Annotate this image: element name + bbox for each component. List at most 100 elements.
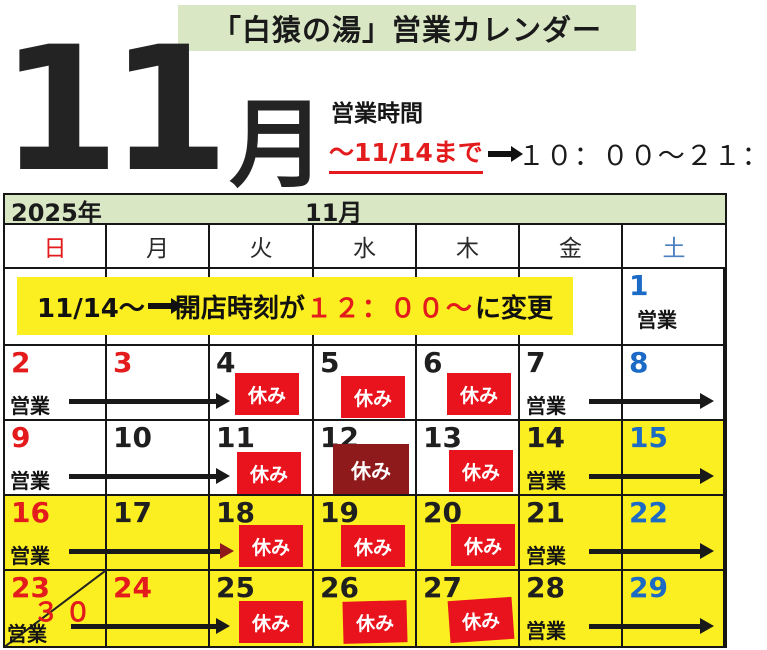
date-number: 7 bbox=[526, 346, 546, 379]
open-label: 営業 bbox=[526, 394, 566, 418]
day-cell-2: 2 bbox=[5, 346, 107, 419]
date-number: 22 bbox=[629, 496, 668, 529]
open-label: 営業 bbox=[526, 544, 566, 568]
business-hours-heading: 営業時間 bbox=[331, 101, 423, 127]
open-range-arrow bbox=[589, 543, 714, 559]
closed-badge: 休み bbox=[342, 600, 408, 644]
day-cell-22: 22 bbox=[623, 496, 725, 569]
date-number: 20 bbox=[423, 496, 462, 529]
notice-body: 開店時刻が bbox=[174, 293, 305, 324]
date-number: 4 bbox=[216, 346, 236, 379]
closed-badge: 休み bbox=[341, 376, 405, 418]
closed-badge: 休み bbox=[447, 596, 515, 644]
day-cell-9: 9 bbox=[5, 421, 107, 494]
week-row-4: 16 17 18 19 20 21 22 営業 休み 休み bbox=[5, 496, 725, 571]
day-cell-16: 16 bbox=[5, 496, 107, 569]
calendar-header: 2025年 11月 bbox=[5, 195, 725, 227]
hours-time: １０：００〜２１：００ bbox=[517, 141, 767, 172]
open-label: 営業 bbox=[10, 544, 50, 568]
day-cell-21: 21 bbox=[520, 496, 623, 569]
right-arrow-icon bbox=[487, 145, 523, 162]
date-number: 18 bbox=[216, 496, 255, 529]
day-cell-28: 28 bbox=[520, 571, 623, 646]
closed-badge: 休み bbox=[333, 444, 409, 494]
date-number: 21 bbox=[526, 496, 565, 529]
day-cell-7: 7 bbox=[520, 346, 623, 419]
date-number: 19 bbox=[320, 496, 359, 529]
open-label: 営業 bbox=[10, 469, 50, 493]
hours-period: 〜11/14まで bbox=[329, 133, 483, 174]
open-range-arrow bbox=[589, 393, 714, 409]
date-number: 16 bbox=[11, 496, 50, 529]
day-cell-1: 1 営業 bbox=[623, 269, 725, 344]
notice-suffix: に変更 bbox=[474, 293, 553, 324]
date-number: 11 bbox=[216, 421, 255, 454]
date-number: 8 bbox=[629, 346, 649, 379]
day-cell-14: 14 bbox=[520, 421, 623, 494]
open-label: 営業 bbox=[637, 308, 677, 333]
weekday-sun: 日 bbox=[5, 225, 107, 267]
weekday-row: 日 月 火 水 木 金 土 bbox=[5, 225, 725, 269]
closed-badge: 休み bbox=[449, 450, 513, 492]
week-row-2: 2 3 4 5 6 7 8 営業 休み 休み 休み bbox=[5, 346, 725, 421]
notice-prefix: 11/14〜 bbox=[37, 293, 145, 324]
week-row-1: 1 営業 11/14〜 開店時刻が １２：００〜 に変更 bbox=[5, 269, 725, 346]
date-number: 14 bbox=[526, 421, 565, 454]
open-range-arrow bbox=[69, 468, 230, 484]
calendar-year: 2025年 bbox=[11, 199, 102, 227]
big-month-unit: 月 bbox=[229, 89, 326, 202]
closed-badge: 休み bbox=[341, 525, 405, 567]
date-number: 29 bbox=[629, 571, 668, 604]
weekday-sat: 土 bbox=[662, 236, 686, 262]
big-month: 11 月 bbox=[0, 9, 326, 210]
open-range-arrow bbox=[589, 618, 714, 634]
date-number: 13 bbox=[423, 421, 462, 454]
big-month-number: 11 bbox=[0, 9, 229, 210]
business-hours-line: 〜11/14まで １０：００〜２１：００ bbox=[329, 133, 767, 174]
calendar-table: 2025年 11月 日 月 火 水 木 金 土 1 営業 11/14〜 開店時 bbox=[3, 193, 727, 648]
date-number: 10 bbox=[113, 421, 152, 454]
date-number: 25 bbox=[216, 571, 255, 604]
date-number: 24 bbox=[113, 571, 152, 604]
day-cell-29: 29 bbox=[623, 571, 725, 646]
week-row-3: 9 10 11 12 13 14 15 営業 休み 休み 休 bbox=[5, 421, 725, 496]
right-arrow-icon bbox=[147, 298, 183, 314]
open-label: 営業 bbox=[526, 619, 566, 643]
closed-badge: 休み bbox=[239, 525, 303, 567]
open-range-arrow bbox=[589, 468, 714, 484]
open-range-arrow bbox=[69, 543, 234, 559]
open-range-arrow bbox=[69, 393, 230, 409]
calendar-month: 11月 bbox=[305, 199, 363, 227]
open-label: 営業 bbox=[10, 394, 50, 418]
day-cell-24: 24 bbox=[107, 571, 210, 646]
week-row-5: 23 ３０ 24 25 26 27 28 29 営業 bbox=[4, 568, 725, 648]
day-cell-23-30: 23 ３０ bbox=[4, 568, 108, 648]
page-title: 「白猿の湯」営業カレンダー bbox=[178, 5, 636, 51]
date-number: 9 bbox=[11, 421, 31, 454]
closed-badge: 休み bbox=[237, 452, 301, 494]
date-number: 28 bbox=[526, 571, 565, 604]
date-number: 27 bbox=[423, 571, 462, 604]
weekday-mon: 月 bbox=[107, 225, 210, 267]
date-number: 26 bbox=[320, 571, 359, 604]
weekday-thu: 木 bbox=[417, 225, 520, 267]
date-number: 1 bbox=[629, 269, 649, 302]
weekday-fri: 金 bbox=[520, 225, 623, 267]
date-number: 2 bbox=[11, 346, 31, 379]
open-range-arrow bbox=[71, 618, 230, 634]
day-cell-10: 10 bbox=[107, 421, 210, 494]
date-number: 15 bbox=[629, 421, 668, 454]
date-number: 5 bbox=[320, 346, 340, 379]
closed-badge: 休み bbox=[451, 524, 515, 566]
date-number-30: ３０ bbox=[33, 598, 98, 628]
date-number: 3 bbox=[113, 346, 133, 379]
open-label: 営業 bbox=[526, 469, 566, 493]
day-cell-17: 17 bbox=[107, 496, 210, 569]
closed-badge: 休み bbox=[235, 373, 299, 415]
weekday-wed: 水 bbox=[314, 225, 417, 267]
date-number: 17 bbox=[113, 496, 152, 529]
date-number: 23 bbox=[11, 571, 50, 604]
open-label: 営業 bbox=[7, 622, 47, 646]
closed-badge: 休み bbox=[447, 373, 511, 415]
